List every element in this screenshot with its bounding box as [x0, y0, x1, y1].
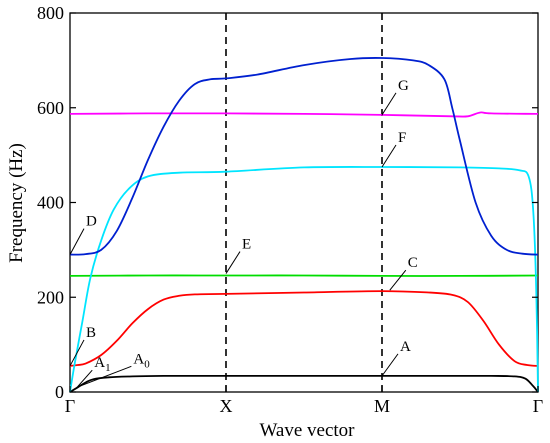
dashed-symmetry-lines — [225, 13, 383, 392]
x-tick-label-3: Γ — [533, 396, 543, 416]
series-group — [69, 57, 539, 393]
x-axis-title: Wave vector — [260, 420, 356, 441]
series-line-0 — [69, 374, 539, 393]
y-tick-label-0: 0 — [55, 382, 64, 402]
annotation-label-3: D — [86, 214, 97, 230]
annotation-label-4: C — [408, 255, 418, 271]
y-tick-label-1: 200 — [37, 287, 64, 307]
x-tick-label-0: Γ — [65, 396, 75, 416]
annotation-label-6: A1 — [94, 355, 110, 374]
annotation-label-2: E — [242, 237, 251, 253]
annotation-leader-1 — [381, 144, 397, 168]
annotation-subscript-6: 1 — [105, 362, 111, 374]
y-tick-label-2: 400 — [37, 193, 64, 213]
annotation-label-1: F — [398, 130, 406, 146]
annotation-group: G F E D C B A1 A0 A — [69, 78, 418, 389]
annotation-leader-3 — [69, 228, 85, 255]
annotation-leader-7 — [79, 365, 132, 387]
annotation-label-8: A — [400, 339, 411, 355]
annotation-leader-2 — [225, 251, 241, 274]
annotation-leader-4 — [389, 269, 407, 291]
series-line-1 — [69, 290, 539, 367]
x-tick-label-2: M — [374, 396, 390, 416]
y-tick-label-3: 600 — [37, 98, 64, 118]
plot-frame — [69, 12, 539, 393]
axes-group: 0 200 400 600 800 Γ X M Γ — [37, 3, 543, 416]
series-line-3 — [69, 111, 539, 118]
plot-area — [69, 12, 539, 393]
annotation-label-0: G — [398, 78, 409, 94]
annotation-subscript-7: 0 — [144, 358, 150, 370]
annotation-label-7: A0 — [133, 351, 150, 370]
annotation-leader-0 — [381, 92, 397, 116]
series-line-2 — [69, 274, 539, 277]
x-tick-label-1: X — [220, 396, 233, 416]
annotation-label-5: B — [86, 325, 96, 341]
y-axis-title: Frequency (Hz) — [6, 143, 27, 263]
series-line-4 — [69, 166, 539, 393]
annotation-leader-8 — [381, 353, 399, 377]
annotation-leader-5 — [69, 339, 85, 367]
y-tick-label-4: 800 — [37, 3, 64, 23]
annotation-leader-6 — [75, 369, 93, 389]
series-line-5 — [69, 57, 539, 256]
